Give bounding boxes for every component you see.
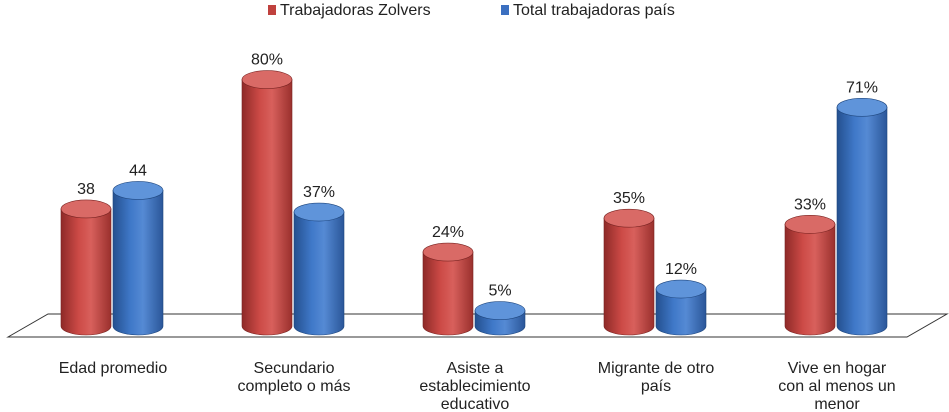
- bar-zolvers-0: [60, 199, 112, 336]
- category-label-1: Secundario completo o más: [238, 360, 351, 395]
- legend-item-total: Total trabajadoras país: [501, 2, 675, 19]
- value-label-zolvers-0: 38: [77, 181, 95, 198]
- legend-item-zolvers: Trabajadoras Zolvers: [268, 2, 431, 19]
- bar-total-4: [836, 98, 888, 336]
- category-label-0: Edad promedio: [59, 360, 168, 377]
- legend-label-total: Total trabajadoras país: [513, 2, 675, 19]
- value-label-total-2: 5%: [488, 283, 511, 300]
- legend-swatch-zolvers: [268, 5, 276, 15]
- bar-zolvers-4: [784, 215, 836, 336]
- legend: Trabajadoras Zolvers Total trabajadoras …: [268, 2, 675, 19]
- category-label-2: Asiste a establecimiento educativo: [419, 360, 530, 412]
- value-label-zolvers-2: 24%: [432, 224, 464, 241]
- value-label-total-3: 12%: [665, 261, 697, 278]
- bar-zolvers-3: [603, 208, 655, 336]
- value-label-total-1: 37%: [303, 184, 335, 201]
- category-label-3: Migrante de otro país: [598, 360, 715, 395]
- value-label-zolvers-1: 80%: [251, 52, 283, 69]
- bars-layer: [60, 70, 888, 336]
- bar-zolvers-2: [422, 242, 474, 336]
- bar-total-2: [474, 301, 526, 336]
- value-label-total-0: 44: [129, 162, 147, 179]
- value-label-zolvers-4: 33%: [794, 196, 826, 213]
- bar-total-0: [112, 181, 164, 336]
- value-label-zolvers-3: 35%: [613, 190, 645, 207]
- legend-label-zolvers: Trabajadoras Zolvers: [280, 2, 431, 19]
- value-label-total-4: 71%: [846, 79, 878, 96]
- legend-swatch-total: [501, 5, 509, 15]
- bar-zolvers-1: [241, 70, 293, 336]
- category-labels-layer: Edad promedio Secundario completo o más Asi…: [59, 360, 896, 412]
- category-label-4: Vive en hogar con al menos un menor: [778, 360, 895, 412]
- bar-total-1: [293, 202, 345, 336]
- value-labels-layer: 38 44 80% 37% 24% 5% 35% 12% 33% 71%: [77, 52, 878, 300]
- bar-total-3: [655, 279, 707, 336]
